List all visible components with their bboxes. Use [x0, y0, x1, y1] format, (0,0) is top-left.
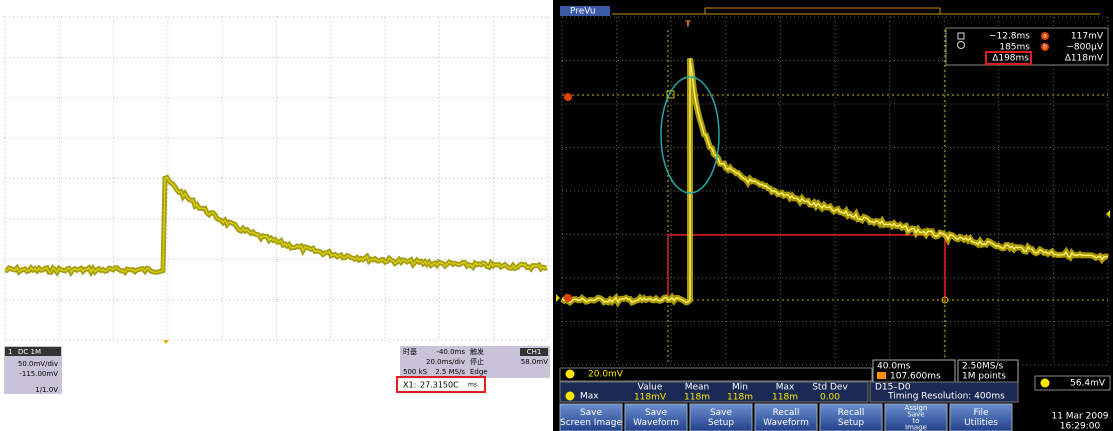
cursor-b-level: −800µV — [1066, 43, 1103, 53]
screenshot: 1 DC 1M 50.0mV/div -115.00mV 1/1.0V 时基 -… — [0, 0, 1113, 431]
cursor-unit: ms — [468, 382, 477, 389]
date: 11 Mar 2009 — [1051, 412, 1108, 422]
measurement-value: 118m — [727, 393, 753, 403]
delta-time: Δ198ms — [992, 54, 1029, 64]
acquisition-points: 1M points — [962, 372, 1006, 382]
cursor-a-time: −12.8ms — [989, 32, 1030, 42]
timebase: -40.0ms — [436, 348, 465, 356]
channel-probe: 1/1.0V — [35, 386, 58, 394]
softkey-label[interactable]: Waveform — [633, 418, 679, 428]
trigger-badge — [1041, 379, 1050, 388]
channel-scale: 50.0mV/div — [18, 360, 58, 368]
measurement-header: Std Dev — [812, 383, 848, 393]
softkey-label[interactable]: File — [973, 408, 989, 418]
preview-label: PreVu — [570, 7, 596, 17]
softkey-label[interactable]: Image — [905, 423, 927, 431]
measurement-header: Max — [776, 383, 795, 393]
measurement-value: 118m — [684, 393, 710, 403]
timebase-label: 时基 — [403, 347, 417, 356]
stop: 停止 — [470, 357, 484, 366]
cursor-b-label: b — [1043, 44, 1047, 51]
horizontal-position: 107.600ms — [890, 372, 941, 382]
measurement-header: Min — [732, 383, 748, 393]
softkey-label[interactable]: Save — [710, 408, 733, 418]
cursor-a-handle — [564, 93, 572, 101]
measurement-header: Value — [638, 383, 663, 393]
softkey-label[interactable]: Utilities — [964, 418, 998, 428]
cursor-a-label: a — [1043, 33, 1047, 40]
trigger-marker: T — [685, 20, 691, 29]
trigger-source: CH1 — [527, 348, 542, 356]
channel-scale: 20.0mV — [588, 370, 624, 380]
measurement-value: 0.00 — [820, 393, 840, 403]
channel-badge: 1 — [8, 348, 12, 356]
trigger-mode: Edge — [470, 368, 488, 376]
cursor-value: 27.3150C — [420, 381, 459, 390]
channel-coupling: DC 1M — [18, 348, 41, 356]
sample-rate: 2.5 MS/s — [435, 368, 465, 376]
measurement-value: 118m — [772, 393, 798, 403]
measurement-value: 118mV — [634, 393, 667, 403]
record-length: 500 kS — [403, 368, 428, 376]
softkey-label[interactable]: Save — [580, 408, 603, 418]
right-scope: PreVu T −12.8ms a 117mV 185ms b −800µV Δ… — [553, 0, 1113, 431]
softkey-label[interactable]: Screen Image — [560, 418, 622, 428]
measurement-header: Mean — [685, 383, 710, 393]
measurement-name: Max — [580, 392, 599, 402]
status-scale: 20.0ms/div — [426, 358, 465, 366]
time: 16:29:00 — [1060, 422, 1101, 431]
left-scope: 1 DC 1M 50.0mV/div -115.00mV 1/1.0V 时基 -… — [0, 0, 552, 431]
cursor-a-level: 117mV — [1071, 32, 1104, 42]
softkey-label[interactable]: Waveform — [763, 418, 809, 428]
softkey-label[interactable]: Recall — [838, 408, 865, 418]
delta-level: Δ118mV — [1065, 54, 1104, 64]
softkey-label[interactable]: Setup — [708, 418, 734, 428]
timing-resolution: Timing Resolution: 400ms — [887, 392, 1005, 402]
measurement-badge — [566, 392, 575, 401]
softkey-label[interactable]: Recall — [773, 408, 800, 418]
cursor-label: X1: — [403, 381, 416, 390]
horizontal-scale: 40.0ms — [877, 362, 911, 372]
trigger-label: 触发 — [470, 347, 484, 356]
softkey-label[interactable]: Setup — [838, 418, 864, 428]
trigger-level: 58.0mV — [521, 358, 548, 366]
softkey-label[interactable]: Save — [645, 408, 668, 418]
position-icon — [877, 372, 886, 379]
channel-badge — [566, 370, 575, 379]
channel-offset: -115.00mV — [19, 370, 58, 378]
trigger-level: 56.4mV — [1070, 379, 1106, 389]
cursor-b-handle — [564, 294, 572, 302]
acquisition-rate: 2.50MS/s — [962, 362, 1004, 372]
